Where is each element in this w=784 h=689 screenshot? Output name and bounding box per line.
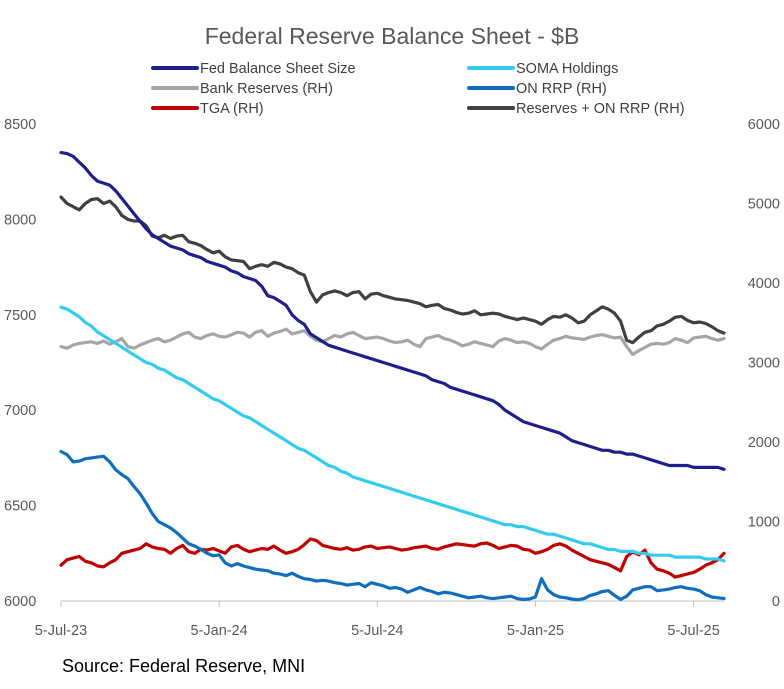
- y-right-tick-label: 4000: [748, 276, 780, 292]
- y-left-tick-label: 8000: [4, 212, 36, 228]
- series-group: [59, 151, 726, 602]
- legend: Fed Balance Sheet Size SOMA Holdings Bank …: [151, 61, 685, 117]
- y-left-tick-label: 7000: [4, 403, 36, 419]
- legend-label: TGA (RH): [200, 101, 264, 117]
- series-line-on-rrp-rh: [59, 449, 726, 602]
- y-left-tick-label: 8500: [4, 117, 36, 133]
- y-right-tick-label: 5000: [748, 197, 780, 213]
- axes: 8500 8000 7500 7000 6500 6000 6000 5000 4000 3000…: [4, 117, 780, 639]
- series-line-soma-holdings: [59, 305, 726, 563]
- x-tick-label: 5-Jul-24: [351, 623, 403, 639]
- legend-label: Bank Reserves (RH): [200, 81, 333, 97]
- legend-label: SOMA Holdings: [516, 61, 618, 77]
- y-left-tick-label: 6500: [4, 499, 36, 515]
- source-note: Source: Federal Reserve, MNI: [62, 656, 306, 676]
- legend-label: Reserves + ON RRP (RH): [516, 101, 685, 117]
- chart-title: Federal Reserve Balance Sheet - $B: [205, 23, 580, 49]
- legend-label: Fed Balance Sheet Size: [200, 61, 356, 77]
- series-line-bank-reserves-rh: [59, 327, 726, 357]
- series-line-tga-rh: [59, 537, 726, 579]
- x-tick-label: 5-Jul-23: [35, 623, 87, 639]
- y-left-tick-label: 6000: [4, 594, 36, 610]
- x-tick-label: 5-Jan-24: [191, 623, 248, 639]
- series-line-reserves-on-rrp-rh: [59, 195, 726, 345]
- y-right-tick-label: 2000: [748, 435, 780, 451]
- legend-label: ON RRP (RH): [516, 81, 607, 97]
- y-right-tick-label: 0: [772, 594, 780, 610]
- series-line-fed-balance-sheet-size: [59, 151, 726, 471]
- x-tick-label: 5-Jul-25: [667, 623, 719, 639]
- x-tick-label: 5-Jan-25: [507, 623, 564, 639]
- y-right-tick-label: 6000: [748, 117, 780, 133]
- y-left-tick-label: 7500: [4, 308, 36, 324]
- y-right-tick-label: 3000: [748, 356, 780, 372]
- y-right-tick-label: 1000: [748, 515, 780, 531]
